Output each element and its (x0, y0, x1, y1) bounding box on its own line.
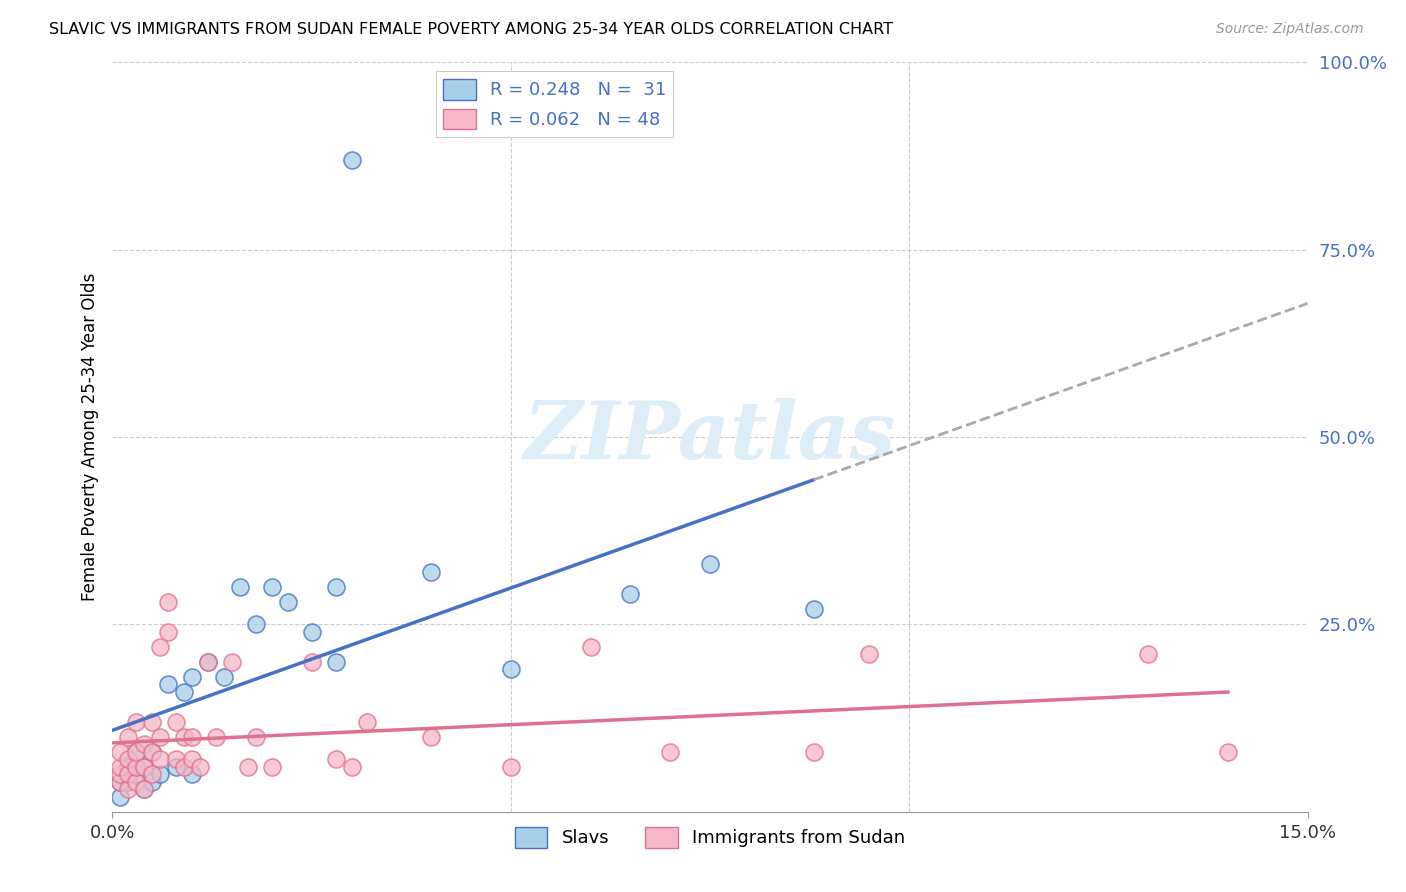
Point (125, 774, 148, 789)
Point (197, 655, 219, 669)
Point (245, 730, 267, 744)
Point (117, 774, 139, 789)
Point (173, 685, 195, 699)
Point (110, 774, 132, 789)
Point (277, 595, 299, 609)
Text: Source: ZipAtlas.com: Source: ZipAtlas.com (1216, 22, 1364, 37)
Point (117, 767, 139, 781)
Point (420, 730, 443, 744)
Point (181, 767, 204, 781)
Point (212, 670, 235, 684)
Point (165, 760, 187, 774)
Point (117, 730, 139, 744)
Point (157, 677, 180, 691)
Point (181, 752, 204, 766)
Point (157, 624, 180, 639)
Point (141, 714, 163, 729)
Point (149, 752, 172, 766)
Point (221, 655, 243, 669)
Point (110, 745, 132, 759)
Point (301, 624, 323, 639)
Point (803, 745, 825, 759)
Point (141, 774, 163, 789)
Point (125, 745, 148, 759)
Point (181, 730, 204, 744)
Text: SLAVIC VS IMMIGRANTS FROM SUDAN FEMALE POVERTY AMONG 25-34 YEAR OLDS CORRELATION: SLAVIC VS IMMIGRANTS FROM SUDAN FEMALE P… (49, 22, 893, 37)
Point (117, 760, 139, 774)
Point (117, 782, 139, 797)
Point (173, 760, 195, 774)
Point (619, 587, 641, 601)
Point (197, 655, 219, 669)
Point (134, 760, 156, 774)
Point (149, 640, 172, 654)
Point (141, 745, 163, 759)
Point (173, 730, 195, 744)
Point (260, 580, 283, 594)
Point (125, 714, 148, 729)
Point (149, 730, 172, 744)
Point (157, 595, 180, 609)
Point (134, 760, 156, 774)
Point (420, 565, 443, 579)
Point (149, 767, 172, 781)
Y-axis label: Female Poverty Among 25-34 Year Olds: Female Poverty Among 25-34 Year Olds (80, 273, 98, 601)
Point (325, 580, 347, 594)
Point (181, 670, 204, 684)
Point (188, 760, 211, 774)
Point (340, 760, 363, 774)
Point (803, 602, 825, 616)
Point (325, 655, 347, 669)
Point (134, 737, 156, 751)
Point (499, 760, 522, 774)
Point (340, 153, 363, 167)
Point (579, 640, 602, 654)
Point (205, 730, 228, 744)
Point (499, 662, 522, 676)
Point (245, 617, 267, 632)
Point (125, 760, 148, 774)
Point (325, 752, 347, 766)
Point (858, 648, 880, 662)
Point (125, 745, 148, 759)
Point (134, 782, 156, 797)
Point (117, 752, 139, 766)
Point (229, 580, 252, 594)
Point (236, 760, 259, 774)
Point (125, 767, 148, 781)
Point (134, 782, 156, 797)
Point (301, 655, 323, 669)
Point (260, 760, 283, 774)
Point (110, 760, 132, 774)
Point (110, 774, 132, 789)
Legend: Slavs, Immigrants from Sudan: Slavs, Immigrants from Sudan (508, 820, 912, 855)
Point (110, 789, 132, 804)
Point (699, 558, 721, 572)
Point (1216, 745, 1239, 759)
Point (659, 745, 682, 759)
Point (141, 767, 163, 781)
Point (165, 714, 187, 729)
Point (141, 745, 163, 759)
Point (356, 714, 378, 729)
Point (1137, 648, 1160, 662)
Point (110, 767, 132, 781)
Text: ZIPatlas: ZIPatlas (524, 399, 896, 475)
Point (165, 752, 187, 766)
